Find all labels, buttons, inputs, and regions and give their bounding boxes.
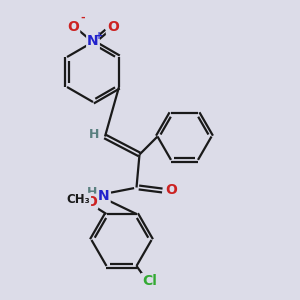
Text: O: O — [107, 20, 119, 34]
Text: CH₃: CH₃ — [67, 194, 91, 206]
Text: H: H — [89, 128, 100, 142]
Text: N: N — [98, 189, 110, 202]
Text: O: O — [85, 195, 97, 209]
Text: +: + — [95, 31, 103, 41]
Text: O: O — [67, 20, 79, 34]
Text: -: - — [80, 13, 85, 23]
Text: H: H — [87, 185, 97, 199]
Text: O: O — [165, 184, 177, 197]
Text: N: N — [87, 34, 99, 48]
Text: Cl: Cl — [142, 274, 157, 288]
